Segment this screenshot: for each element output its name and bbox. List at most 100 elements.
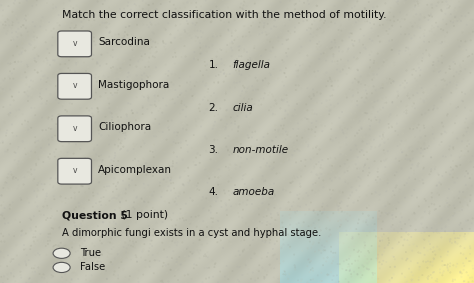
Point — [2, 258, 10, 262]
Point — [404, 152, 412, 156]
Point — [419, 216, 427, 220]
Point — [170, 10, 178, 15]
Point — [152, 45, 160, 49]
Point — [115, 244, 123, 248]
Point — [16, 262, 24, 267]
Point — [0, 234, 7, 239]
Point — [381, 140, 388, 145]
Point — [222, 127, 229, 132]
Point — [149, 54, 156, 59]
Point — [268, 46, 275, 51]
Point — [470, 187, 474, 192]
Point — [58, 144, 65, 148]
Point — [16, 52, 23, 57]
Point — [109, 241, 116, 246]
Point — [173, 227, 180, 231]
Point — [457, 19, 465, 23]
Point — [100, 241, 108, 245]
Point — [453, 165, 461, 169]
Point — [35, 188, 43, 193]
Point — [170, 8, 178, 13]
Point — [387, 224, 395, 229]
Point — [128, 270, 135, 275]
Point — [456, 0, 463, 4]
Point — [139, 22, 147, 27]
Point — [260, 216, 268, 221]
Point — [431, 167, 439, 171]
Point — [372, 178, 380, 182]
Point — [99, 218, 106, 222]
Point — [389, 246, 396, 250]
Point — [403, 279, 410, 283]
Point — [249, 13, 257, 17]
Point — [213, 167, 221, 171]
Point — [24, 12, 32, 17]
Point — [196, 160, 203, 165]
Point — [74, 117, 82, 122]
Point — [439, 28, 447, 33]
Point — [30, 146, 37, 151]
Point — [39, 21, 47, 25]
Point — [22, 263, 30, 267]
Point — [438, 40, 446, 44]
Point — [137, 38, 145, 43]
Point — [52, 83, 59, 88]
Point — [292, 63, 300, 67]
Point — [260, 179, 268, 184]
Point — [320, 207, 328, 212]
Point — [291, 202, 299, 207]
Point — [97, 200, 105, 204]
Point — [268, 117, 275, 122]
Point — [374, 34, 382, 38]
Point — [187, 7, 194, 11]
Point — [309, 112, 316, 116]
Point — [163, 180, 170, 184]
Point — [384, 32, 392, 36]
Point — [68, 7, 75, 12]
Point — [62, 93, 69, 97]
Point — [310, 19, 318, 23]
Point — [57, 194, 64, 199]
Point — [445, 223, 453, 228]
Point — [353, 99, 361, 103]
Point — [23, 82, 30, 87]
Point — [28, 129, 36, 134]
Point — [61, 108, 69, 112]
Point — [282, 272, 289, 277]
Point — [308, 121, 316, 125]
Point — [425, 18, 432, 22]
Point — [315, 241, 323, 245]
Point — [285, 103, 292, 108]
Point — [15, 7, 23, 12]
Point — [89, 205, 97, 209]
Point — [14, 46, 21, 50]
Point — [206, 230, 213, 234]
Point — [346, 66, 354, 71]
Point — [5, 18, 12, 23]
Point — [46, 156, 54, 161]
Point — [320, 248, 328, 253]
Point — [462, 183, 470, 187]
Point — [401, 78, 409, 83]
Point — [282, 227, 289, 231]
Point — [66, 209, 73, 213]
Point — [389, 26, 397, 31]
Point — [252, 186, 259, 191]
Point — [248, 210, 256, 215]
Point — [462, 146, 469, 151]
Point — [94, 61, 102, 66]
Point — [92, 20, 100, 25]
Point — [119, 230, 127, 235]
Point — [177, 32, 184, 37]
Point — [234, 125, 242, 130]
Point — [155, 162, 162, 166]
Point — [214, 81, 222, 85]
Point — [449, 175, 456, 180]
Point — [297, 147, 304, 151]
Point — [390, 255, 398, 259]
Point — [323, 53, 330, 58]
Point — [171, 233, 179, 238]
Point — [365, 0, 373, 4]
Point — [437, 69, 444, 73]
Point — [80, 60, 88, 65]
